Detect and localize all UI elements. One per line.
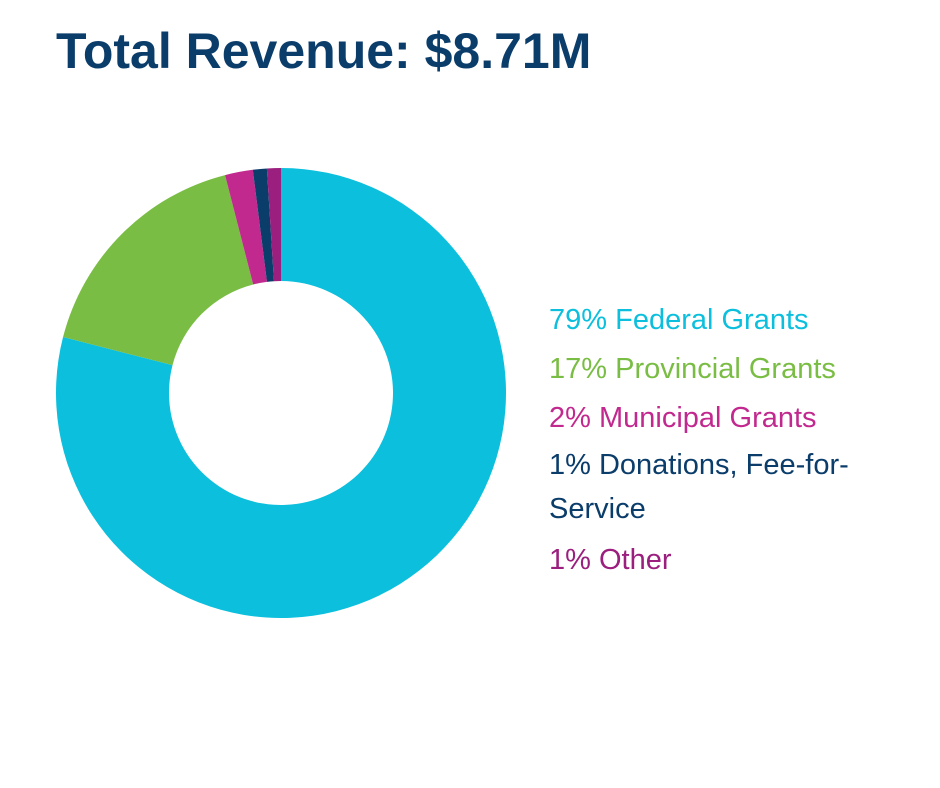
chart-title: Total Revenue: $8.71M — [56, 23, 592, 79]
legend-item-other: 1% Other — [549, 544, 672, 576]
slice-federal-grants — [55, 168, 506, 618]
legend-item-municipal-grants: 2% Municipal Grants — [549, 402, 817, 434]
donut-slices — [55, 168, 506, 618]
slice-other — [266, 168, 281, 282]
legend-item-provincial-grants: 17% Provincial Grants — [549, 353, 836, 385]
slice-municipal-grants — [225, 169, 267, 285]
legend: 79% Federal Grants 17% Provincial Grants… — [549, 296, 919, 585]
legend-item-donations-fee-for-service: 1% Donations, Fee-for-Service — [549, 449, 849, 525]
legend-item-federal-grants: 79% Federal Grants — [549, 304, 809, 336]
slice-donations-fee-for-service — [252, 168, 274, 282]
slice-provincial-grants — [63, 175, 254, 366]
